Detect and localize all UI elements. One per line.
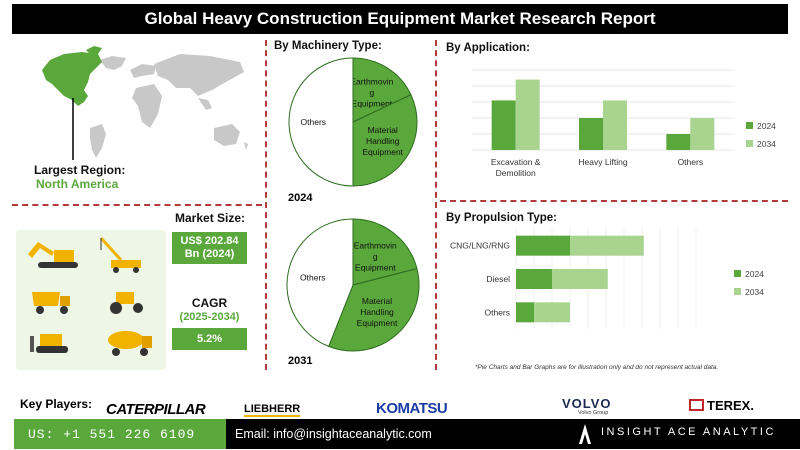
- application-title: By Application:: [446, 42, 530, 54]
- propulsion-bar-chart: CNG/LNG/RNG Diesel Others 2024 2034: [450, 229, 764, 329]
- pie-year-2024: 2024: [288, 192, 313, 204]
- world-map: [42, 46, 248, 160]
- cagr-value: 5.2%: [172, 328, 247, 350]
- bar-2034: [603, 100, 627, 150]
- legend-label: 2024: [757, 121, 776, 131]
- crane-icon: [99, 236, 141, 273]
- bar-2024: [491, 100, 516, 150]
- roller-icon: [110, 292, 143, 314]
- pie-year-2031: 2031: [288, 355, 313, 367]
- horizontal-divider-right: [440, 200, 788, 202]
- bar-2024: [516, 235, 570, 256]
- pie-label: Material Handling Equipment: [362, 125, 403, 157]
- category-label: Diesel: [486, 274, 510, 284]
- cagr-label: CAGR: [191, 296, 228, 310]
- footer-bar: Email: info@insightaceanalytic.com: [226, 419, 800, 449]
- category-label: Excavation & Demolition: [491, 157, 541, 178]
- legend-swatch: [734, 288, 741, 295]
- komatsu-logo: KOMATSU: [376, 400, 448, 417]
- market-size-box: US$ 202.84 Bn (2024): [172, 232, 247, 264]
- cagr-period: (2025-2034): [179, 311, 240, 323]
- vertical-divider-left: [265, 40, 267, 370]
- legend-label: 2034: [745, 287, 764, 297]
- bulldozer-icon: [30, 334, 68, 353]
- terex-logo: TEREX.: [707, 398, 754, 413]
- legend-swatch: [746, 122, 753, 129]
- propulsion-title: By Propulsion Type:: [446, 212, 557, 224]
- volvo-logo: VOLVO: [562, 396, 612, 411]
- category-label: Others: [484, 307, 510, 317]
- bar-2034: [552, 269, 608, 289]
- pie-label: Material Handling Equipment: [357, 296, 398, 328]
- terex-emblem-icon: [689, 399, 704, 411]
- bar-2024: [579, 118, 603, 150]
- insightace-logo-icon: [579, 424, 591, 444]
- pie-label: Earthmovin g Equipment: [350, 76, 393, 108]
- brand-name: INSIGHT ACE ANALYTIC: [601, 426, 776, 438]
- vertical-divider-right: [435, 40, 437, 370]
- dump-truck-icon: [32, 292, 70, 314]
- pie-label: Others: [300, 272, 326, 282]
- largest-region-label: Largest Region:: [34, 163, 126, 177]
- pie-chart-2031: Earthmovin g Equipment Material Handling Equi…: [286, 218, 420, 352]
- pie-slice-material-handling-equipment: [328, 267, 420, 352]
- page-title: Global Heavy Construction Equipment Mark…: [12, 4, 788, 34]
- machinery-type-title: By Machinery Type:: [274, 40, 382, 52]
- pie-slice-earthmoving-equipment: [352, 218, 418, 286]
- pie-chart-2024: Earthmovin g Equipment Material Handling Equi…: [288, 57, 418, 187]
- bar-2024: [666, 134, 691, 150]
- mixer-truck-icon: [108, 331, 152, 356]
- category-label: Others: [678, 157, 704, 167]
- pie-slice-earthmoving-equipment: [352, 57, 412, 123]
- bar-2024: [516, 302, 534, 323]
- pie-slice-material-handling-equipment: [352, 94, 418, 187]
- market-size-label: Market Size:: [175, 211, 246, 225]
- legend-swatch: [734, 270, 741, 277]
- legend-swatch: [746, 140, 753, 147]
- excavator-icon: [28, 242, 78, 268]
- bar-2034: [515, 79, 540, 150]
- horizontal-divider-left: [12, 204, 262, 206]
- bar-2034: [534, 302, 570, 323]
- bar-2034: [570, 235, 644, 256]
- market-size-value-line2: Bn (2024): [184, 248, 235, 260]
- pie-label: Others: [301, 117, 327, 127]
- volvo-group-text: Volvo Group: [578, 410, 609, 416]
- category-label: Heavy Lifting: [578, 157, 627, 167]
- caterpillar-logo: CATERPILLAR: [106, 401, 206, 418]
- disclaimer: *Pie Charts and Bar Graphs are for illus…: [475, 364, 719, 371]
- market-size-value-line1: US$ 202.84: [180, 235, 239, 247]
- pie-slice-others: [288, 57, 354, 187]
- category-label: CNG/LNG/RNG: [450, 241, 510, 251]
- pie-label: Earthmovin g Equipment: [354, 240, 397, 272]
- key-players-label: Key Players:: [20, 397, 93, 411]
- equipment-illustrations: [16, 230, 166, 370]
- email-contact[interactable]: Email: info@insightaceanalytic.com: [235, 427, 432, 441]
- legend-label: 2024: [745, 269, 764, 279]
- phone-contact[interactable]: US: +1 551 226 6109: [14, 419, 226, 449]
- largest-region-value: North America: [36, 177, 119, 191]
- pie-slice-others: [286, 218, 354, 348]
- application-bar-chart: Excavation & Demolition Heavy Lifting Other…: [472, 69, 776, 178]
- bar-2024: [516, 269, 552, 289]
- bar-2034: [690, 118, 715, 150]
- legend-label: 2034: [757, 139, 776, 149]
- liebherr-logo: LIEBHERR: [244, 403, 301, 417]
